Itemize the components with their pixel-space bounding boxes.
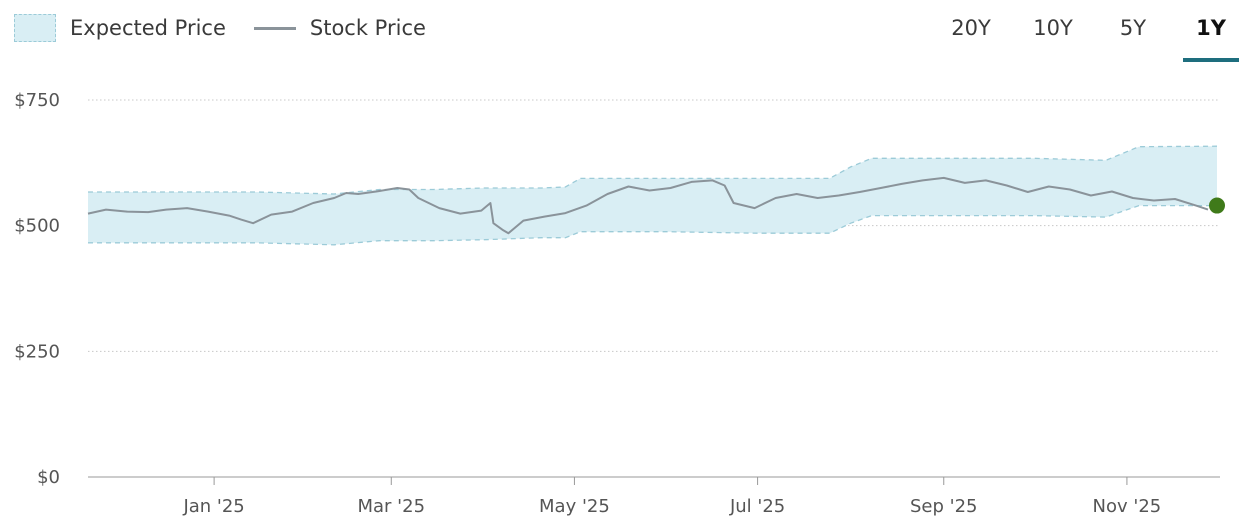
- band-upper-edge: [88, 145, 1218, 195]
- x-tick-label: Nov '25: [1093, 496, 1162, 517]
- current-price-marker: [1208, 197, 1225, 214]
- legend-stock-price: Stock Price: [309, 16, 426, 40]
- stock-price-swatch: [253, 26, 296, 30]
- range-tabs: 20Y 10Y 5Y 1Y: [941, 0, 1242, 62]
- expected-price-band: [88, 146, 1217, 245]
- y-tick-label: $0: [37, 467, 60, 488]
- tab-5y[interactable]: 5Y: [1119, 16, 1147, 40]
- y-tick-label: $500: [14, 216, 60, 237]
- legend: Expected Price Stock Price: [14, 14, 426, 42]
- y-tick-label: $250: [14, 341, 60, 362]
- tab-20y[interactable]: 20Y: [951, 16, 991, 40]
- x-tick-label: Mar '25: [357, 496, 425, 517]
- x-tick-label: Jan '25: [182, 496, 244, 517]
- y-tick-label: $750: [14, 90, 60, 111]
- x-tick-label: Jul '25: [729, 496, 785, 517]
- tab-1y[interactable]: 1Y: [1183, 0, 1239, 62]
- stock-price-line: [87, 176, 1209, 235]
- legend-expected-price: Expected Price: [70, 16, 226, 40]
- band-lower-edge: [88, 204, 1217, 246]
- x-tick-label: May '25: [539, 496, 610, 517]
- tab-10y[interactable]: 10Y: [1033, 16, 1073, 40]
- x-tick-label: Sep '25: [910, 496, 978, 517]
- expected-price-swatch: [14, 14, 56, 42]
